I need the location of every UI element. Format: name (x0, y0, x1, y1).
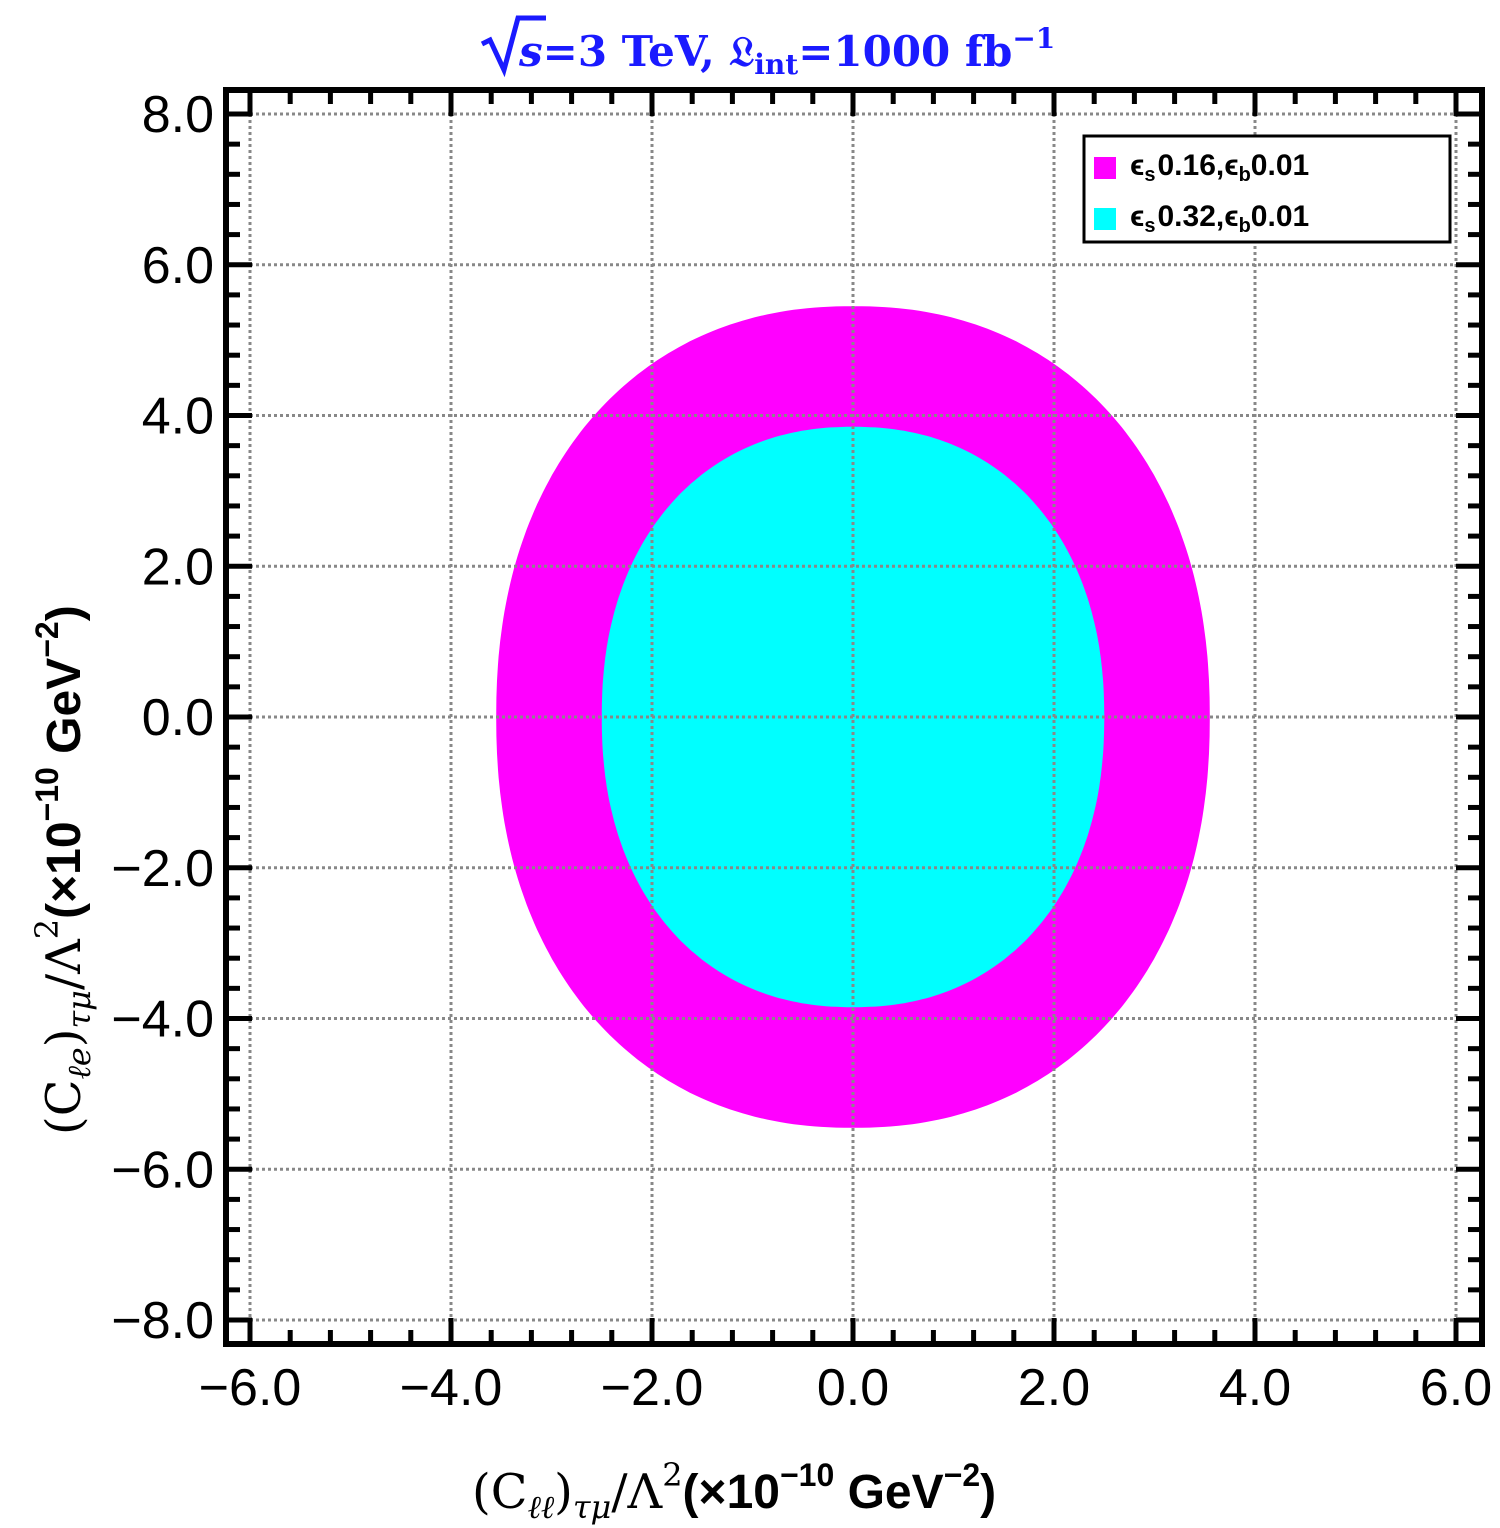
legend-eps-s-2: ϵ (1130, 200, 1144, 233)
x-tick-label: 0.0 (817, 1359, 889, 1417)
svg-text:s=3 TeV, 𝔏int=1000 fb−1: s=3 TeV, 𝔏int=1000 fb−1 (518, 22, 1055, 81)
title-lumi-symbol: 𝔏 (729, 27, 754, 76)
y-tick-label: 0.0 (142, 689, 214, 747)
y-axis-label: (Cℓe)τμ/Λ2(×10−10 GeV−2) (28, 605, 98, 1135)
legend-sub-s-1: s (1144, 164, 1155, 186)
ylabel-unit-exp1: −10 (29, 767, 65, 821)
x-tick-label: 6.0 (1420, 1359, 1492, 1417)
title-s: s (518, 27, 543, 76)
xlabel-mid-sub: τμ (573, 1488, 612, 1526)
legend-eps-s-1: ϵ (1130, 149, 1144, 182)
y-tick-label: −6.0 (111, 1141, 214, 1199)
y-tick-label: −2.0 (111, 840, 214, 898)
x-tick-label: 4.0 (1219, 1359, 1291, 1417)
y-tick-label: −8.0 (111, 1292, 214, 1350)
grid-lines (226, 90, 1482, 1344)
title-sqrt-sign (480, 15, 546, 78)
ylabel-sq: 2 (28, 919, 66, 939)
tick-labels: −6.0 −4.0 −2.0 0.0 2.0 4.0 6.0 −8.0 −6.0 −4.0 −2.0… (111, 86, 1492, 1417)
y-tick-label: 6.0 (142, 237, 214, 295)
x-tick-label: −6.0 (199, 1359, 302, 1417)
ylabel-lhs-sub: ℓe (60, 1047, 98, 1079)
y-tick-label: −4.0 (111, 991, 214, 1049)
y-tick-label: 8.0 (142, 86, 214, 144)
xlabel-mid: ) (554, 1464, 573, 1520)
legend: ϵs0.16,ϵb0.01 ϵs0.32,ϵb0.01 (1082, 134, 1452, 244)
title-lumi-sub: int (754, 48, 798, 81)
ylabel-mid: ) (36, 1029, 92, 1048)
xlabel-lhs-sub: ℓℓ (527, 1488, 554, 1526)
chart-title: s=3 TeV, 𝔏int=1000 fb−1 (480, 15, 1055, 81)
xlabel-unit-exp1: −10 (780, 1457, 834, 1493)
xlabel-close: ) (980, 1466, 996, 1519)
ylabel-over: /Λ (36, 938, 92, 990)
ylabel-lhs: (C (36, 1080, 92, 1135)
svg-text:(Cℓℓ)τμ/Λ2(×10−10 GeV−2): (Cℓℓ)τμ/Λ2(×10−10 GeV−2) (472, 1456, 996, 1526)
y-tick-label: 4.0 (142, 388, 214, 446)
legend-swatch-cyan (1094, 208, 1116, 230)
legend-swatch-magenta (1094, 157, 1116, 179)
svg-text:ϵs0.16,ϵb0.01: ϵs0.16,ϵb0.01 (1130, 149, 1309, 186)
x-axis-label: (Cℓℓ)τμ/Λ2(×10−10 GeV−2) (472, 1456, 996, 1526)
legend-sub-s-2: s (1144, 215, 1155, 237)
xlabel-unit: (×10 (683, 1466, 780, 1519)
x-tick-label: −4.0 (400, 1359, 503, 1417)
xlabel-unit-exp2: −2 (944, 1457, 980, 1493)
ylabel-mid-sub: τμ (60, 990, 98, 1029)
svg-text:(Cℓe)τμ/Λ2(×10−10 GeV−2): (Cℓe)τμ/Λ2(×10−10 GeV−2) (28, 605, 98, 1135)
title-lumi: =1000 fb (798, 27, 1012, 76)
xlabel-over: /Λ (611, 1464, 663, 1520)
ylabel-close: ) (38, 605, 91, 621)
ylabel-unit2: GeV (38, 658, 91, 767)
svg-text:ϵs0.32,ϵb0.01: ϵs0.32,ϵb0.01 (1130, 200, 1309, 237)
ylabel-unit: (×10 (38, 821, 91, 918)
ylabel-unit-exp2: −2 (29, 621, 65, 657)
x-tick-label: 2.0 (1018, 1359, 1090, 1417)
legend-eps-s-value-1: 0.16 (1157, 149, 1215, 182)
y-tick-label: 2.0 (142, 538, 214, 596)
legend-eps-b-value-1: 0.01 (1251, 149, 1309, 182)
xlabel-unit2: GeV (834, 1466, 943, 1519)
plot-frame (223, 87, 1485, 1347)
title-lumi-exp: −1 (1012, 22, 1055, 55)
legend-eps-s-value-2: 0.32 (1157, 200, 1215, 233)
legend-box (1082, 134, 1452, 244)
title-energy: =3 TeV, (543, 27, 730, 76)
xlabel-lhs: (C (472, 1464, 527, 1520)
legend-eps-b-value-2: 0.01 (1251, 200, 1309, 233)
xlabel-sq: 2 (662, 1456, 682, 1494)
x-tick-label: −2.0 (601, 1359, 704, 1417)
plot-area: −6.0 −4.0 −2.0 0.0 2.0 4.0 6.0 −8.0 −6.0 −4.0 −2.0… (111, 86, 1492, 1417)
